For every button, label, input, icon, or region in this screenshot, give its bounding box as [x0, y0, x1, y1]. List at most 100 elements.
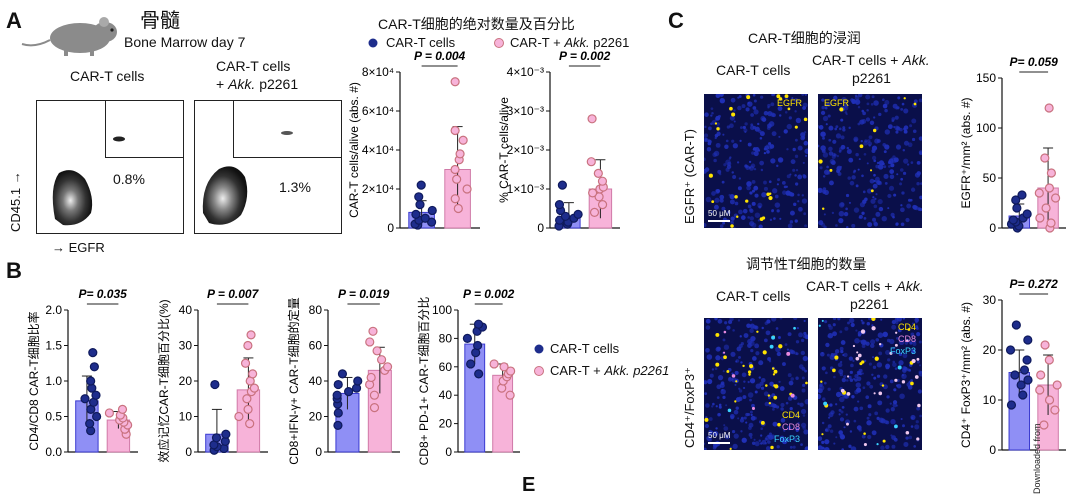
- nucleus-dot: [837, 318, 841, 321]
- stain-dot: [861, 360, 865, 364]
- nucleus-dot: [728, 193, 731, 197]
- point-cart: [573, 209, 583, 219]
- stain-dot: [711, 200, 715, 204]
- nucleus-dot: [779, 217, 782, 220]
- nucleus-dot: [828, 125, 834, 131]
- stain-dot: [913, 102, 917, 106]
- stain-dot: [715, 362, 720, 367]
- nucleus-dot: [749, 125, 755, 131]
- point-akk: [365, 337, 375, 347]
- nucleus-dot: [878, 181, 881, 184]
- stain-dot: [855, 356, 860, 361]
- stain-dot: [736, 215, 739, 218]
- micrograph-foxp3-label-1: FoxP3: [773, 434, 800, 444]
- nucleus-dot: [772, 421, 778, 427]
- nucleus-dot: [896, 378, 900, 383]
- nucleus-dot: [868, 362, 872, 366]
- nucleus-dot: [871, 155, 877, 161]
- nucleus-dot: [897, 96, 901, 100]
- nucleus-dot: [750, 436, 753, 439]
- nucleus-dot: [745, 107, 750, 112]
- nucleus-dot: [861, 109, 865, 113]
- point-akk: [1041, 203, 1051, 213]
- nucleus-dot: [766, 319, 771, 324]
- y-tick-label: 20: [179, 374, 193, 388]
- nucleus-dot: [728, 319, 733, 325]
- nucleus-dot: [889, 169, 895, 174]
- point-akk: [450, 194, 460, 204]
- nucleus-dot: [785, 185, 788, 188]
- nucleus-dot: [839, 433, 845, 439]
- nucleus-dot: [783, 129, 788, 134]
- nucleus-dot: [882, 331, 889, 338]
- nucleus-dot: [803, 331, 807, 336]
- y-tick-label: 8×10⁴: [362, 65, 394, 79]
- nucleus-dot: [742, 125, 746, 130]
- nucleus-dot: [891, 157, 897, 164]
- nucleus-dot: [747, 101, 750, 105]
- point-cart: [416, 180, 426, 190]
- nucleus-dot: [736, 161, 740, 164]
- nucleus-dot: [819, 166, 823, 170]
- point-akk: [450, 125, 460, 136]
- point-akk: [1040, 153, 1050, 163]
- nucleus-dot: [840, 144, 846, 150]
- nucleus-dot: [910, 425, 914, 428]
- nucleus-dot: [797, 421, 800, 425]
- nucleus-dot: [836, 165, 842, 171]
- nucleus-dot: [875, 176, 880, 182]
- nucleus-dot: [884, 181, 888, 185]
- stain-dot: [905, 430, 910, 435]
- nucleus-dot: [784, 111, 788, 114]
- stain-dot: [914, 375, 919, 379]
- nucleus-dot: [825, 123, 828, 126]
- nucleus-dot: [830, 160, 836, 166]
- nucleus-dot: [829, 366, 834, 370]
- nucleus-dot: [778, 380, 781, 383]
- nucleus-dot: [763, 110, 769, 116]
- nucleus-dot: [722, 395, 726, 399]
- nucleus-dot: [903, 441, 909, 447]
- nucleus-dot: [754, 212, 761, 218]
- nucleus-dot: [902, 366, 907, 371]
- nucleus-dot: [774, 194, 779, 199]
- nucleus-dot: [859, 406, 864, 411]
- nucleus-dot: [824, 106, 828, 110]
- point-cart: [473, 340, 483, 351]
- nucleus-dot: [768, 180, 772, 184]
- nucleus-dot: [753, 150, 759, 157]
- nucleus-dot: [804, 148, 808, 154]
- nucleus-dot: [825, 427, 830, 433]
- micrograph-foxp3-label-2: FoxP3: [889, 346, 916, 356]
- nucleus-dot: [782, 190, 787, 195]
- point-akk: [450, 164, 460, 175]
- nucleus-dot: [708, 126, 712, 131]
- stain-dot: [903, 97, 906, 100]
- nucleus-dot: [871, 95, 875, 99]
- nucleus-dot: [824, 446, 830, 450]
- nucleus-dot: [757, 219, 761, 222]
- nucleus-dot: [783, 429, 786, 432]
- nucleus-dot: [726, 325, 731, 330]
- flow-column-label-akk-line2: + Akk. p2261: [216, 76, 298, 92]
- nucleus-dot: [846, 226, 849, 228]
- nucleus-dot: [793, 438, 797, 442]
- stain-dot: [881, 384, 885, 387]
- stain-dot: [794, 125, 798, 129]
- nucleus-dot: [752, 106, 757, 110]
- nucleus-dot: [911, 118, 917, 124]
- nucleus-dot: [738, 355, 742, 359]
- nucleus-dot: [899, 393, 905, 400]
- y-tick-label: 60: [439, 360, 453, 374]
- point-akk: [589, 207, 600, 217]
- nucleus-dot: [759, 160, 765, 166]
- y-tick-label: 100: [976, 121, 996, 135]
- stain-dot: [745, 199, 749, 203]
- nucleus-dot: [745, 412, 749, 417]
- y-tick-label: 0.5: [45, 410, 62, 424]
- nucleus-dot: [874, 411, 879, 416]
- stain-dot: [777, 422, 781, 427]
- nucleus-dot: [880, 445, 885, 450]
- nucleus-dot: [719, 198, 724, 203]
- nucleus-dot: [761, 192, 767, 198]
